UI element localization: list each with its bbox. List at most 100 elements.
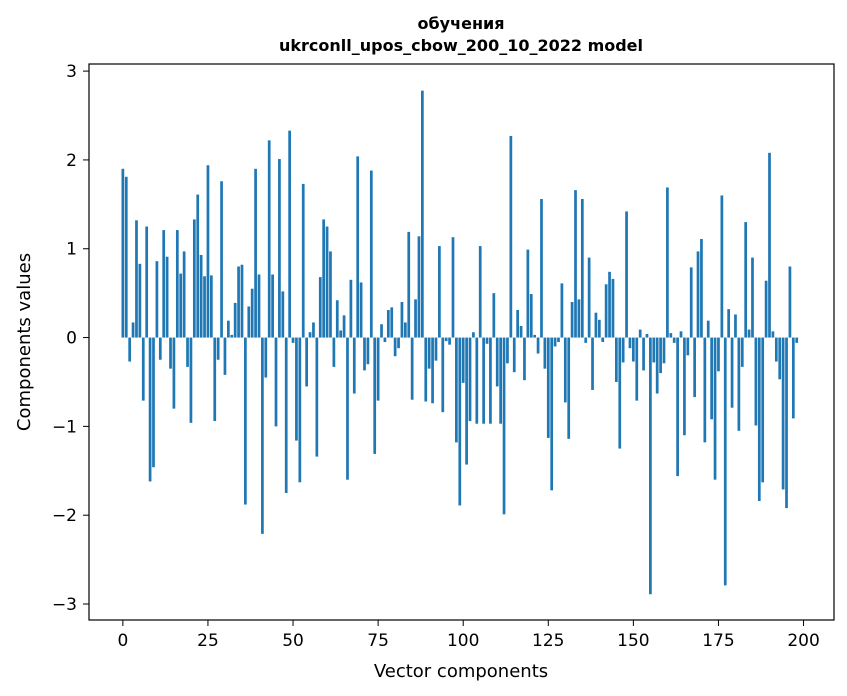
bar-component-86 xyxy=(414,299,417,338)
bar-component-81 xyxy=(397,337,400,349)
bar-component-34 xyxy=(237,266,240,338)
bar-component-82 xyxy=(400,302,404,338)
bar-component-62 xyxy=(332,337,336,367)
bar-component-54 xyxy=(305,337,308,387)
bar-component-138 xyxy=(591,337,594,390)
bar-component-17 xyxy=(179,273,183,338)
bar-component-61 xyxy=(329,251,332,338)
bar-component-121 xyxy=(533,334,537,338)
y-tick-label-3: 3 xyxy=(66,62,77,82)
bar-component-190 xyxy=(768,152,771,338)
bar-component-122 xyxy=(536,337,540,354)
bar-component-112 xyxy=(502,337,506,515)
bar-component-24 xyxy=(203,276,206,338)
bar-component-1 xyxy=(124,176,128,338)
x-tick-label-175: 175 xyxy=(702,631,734,651)
bar-component-52 xyxy=(298,337,302,483)
bar-component-172 xyxy=(706,320,710,338)
bar-component-128 xyxy=(557,337,560,342)
bar-component-91 xyxy=(431,337,434,404)
bar-component-27 xyxy=(213,337,217,422)
bar-component-151 xyxy=(635,337,639,401)
bar-component-196 xyxy=(788,266,792,338)
bar-series xyxy=(121,90,799,595)
bar-component-197 xyxy=(791,337,795,419)
bar-component-70 xyxy=(359,282,363,338)
bar-component-37 xyxy=(247,306,251,338)
bar-component-21 xyxy=(192,219,196,338)
chart-title-line-1: обучения xyxy=(418,14,505,33)
bar-component-92 xyxy=(434,337,438,361)
bar-component-26 xyxy=(209,275,213,338)
bar-component-134 xyxy=(577,299,581,338)
bar-component-59 xyxy=(322,219,326,338)
bar-component-89 xyxy=(424,337,428,402)
bar-component-171 xyxy=(703,337,707,443)
y-tick-label--2: −2 xyxy=(52,506,77,526)
bar-component-141 xyxy=(601,337,605,342)
bar-component-13 xyxy=(165,256,169,338)
bar-component-137 xyxy=(587,257,591,338)
bar-component-105 xyxy=(478,246,482,338)
bar-component-5 xyxy=(138,263,142,338)
bar-component-117 xyxy=(519,326,523,338)
bar-component-132 xyxy=(570,302,574,338)
chart-title-line-2: ukrconll_upos_cbow_200_10_2022 model xyxy=(279,36,643,55)
bar-component-168 xyxy=(693,337,696,398)
bar-component-111 xyxy=(499,337,502,424)
bar-component-80 xyxy=(393,337,397,357)
bar-component-162 xyxy=(672,337,676,343)
bar-component-16 xyxy=(175,230,179,338)
bar-component-193 xyxy=(778,337,782,380)
bar-component-178 xyxy=(727,309,731,338)
bar-component-152 xyxy=(638,329,642,338)
x-tick-label-25: 25 xyxy=(197,631,219,651)
x-tick-label-100: 100 xyxy=(447,631,479,651)
bar-component-126 xyxy=(550,337,554,491)
bar-component-14 xyxy=(169,337,172,369)
bar-component-139 xyxy=(594,312,598,338)
bar-component-94 xyxy=(441,337,445,413)
bar-component-28 xyxy=(216,337,220,360)
bar-component-65 xyxy=(342,315,346,338)
bar-component-176 xyxy=(720,195,724,338)
bar-component-63 xyxy=(335,300,339,338)
bar-component-108 xyxy=(489,337,492,424)
bar-component-157 xyxy=(655,337,659,394)
bar-component-39 xyxy=(254,168,257,338)
bar-component-150 xyxy=(632,337,635,362)
x-tick-label-50: 50 xyxy=(282,631,304,651)
bar-component-74 xyxy=(373,337,377,454)
bar-component-177 xyxy=(723,337,727,586)
bar-component-8 xyxy=(148,337,152,482)
bar-component-25 xyxy=(206,165,210,338)
bar-component-125 xyxy=(546,337,550,438)
bar-component-42 xyxy=(264,337,268,378)
y-tick-label-1: 1 xyxy=(66,240,77,260)
bar-component-173 xyxy=(710,337,714,420)
bar-component-133 xyxy=(574,190,577,338)
bar-component-159 xyxy=(662,337,666,364)
bar-component-104 xyxy=(475,337,479,424)
bar-component-55 xyxy=(308,332,312,338)
bar-component-118 xyxy=(523,337,526,381)
bar-component-100 xyxy=(461,337,465,383)
bar-component-120 xyxy=(529,294,533,338)
bar-component-147 xyxy=(621,337,625,363)
bar-component-146 xyxy=(618,337,622,449)
bar-component-87 xyxy=(417,236,421,338)
bar-component-83 xyxy=(403,322,407,338)
bar-component-44 xyxy=(271,274,274,338)
bar-component-184 xyxy=(747,329,751,338)
bar-component-58 xyxy=(318,277,322,338)
x-tick-label-125: 125 xyxy=(532,631,564,651)
bar-component-148 xyxy=(625,211,628,338)
bar-component-186 xyxy=(754,337,758,426)
bar-component-93 xyxy=(438,246,441,338)
y-tick-label-0: 0 xyxy=(66,329,77,349)
bar-component-113 xyxy=(506,337,509,364)
bar-component-11 xyxy=(158,337,162,360)
bar-component-140 xyxy=(597,319,601,338)
bar-component-165 xyxy=(683,337,686,436)
bar-component-124 xyxy=(543,337,547,369)
